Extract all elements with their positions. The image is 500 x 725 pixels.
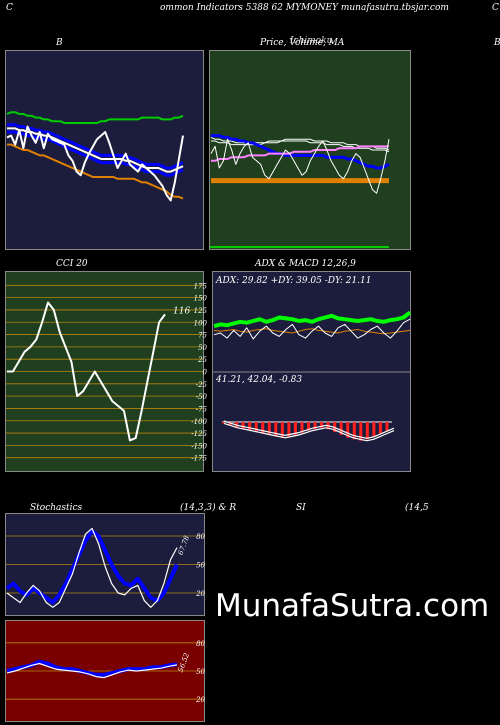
header-right: C: [492, 3, 499, 13]
macd-histogram-bar: [241, 422, 245, 430]
price-panel: [209, 50, 411, 250]
bb-panel: [5, 50, 204, 250]
adx-title: ADX & MACD 12,26,9: [255, 259, 356, 269]
macd-histogram-bar: [248, 422, 252, 431]
rsi-series-line: [6, 659, 178, 677]
right-edge-title: B: [494, 38, 500, 48]
adx-series-line: [213, 318, 411, 340]
cci-panel: 175 150 125 100 75 50 25 0 -25 -50 -75 -100 -125 -150…: [5, 271, 208, 472]
macd-line: [223, 422, 395, 442]
cci-tick-label: -100: [191, 418, 207, 426]
cci-tick-label: -25: [196, 381, 208, 389]
macd-histogram-bar: [300, 422, 304, 433]
cci-tick-label: 125: [194, 307, 208, 315]
stoch-tick-label: 80: [196, 533, 205, 541]
macd-histogram-bar: [280, 422, 284, 438]
adx-macd-panel: ADX: 29.82 +DY: 39.05 -DY: 21.11 41.21, …: [212, 271, 411, 472]
rsi-series-line: [6, 662, 178, 679]
macd-histogram-bar: [339, 422, 343, 435]
bb-title: B: [56, 38, 63, 48]
cci-last-value: 116: [173, 306, 190, 316]
bb-series-line: [7, 127, 184, 173]
cci-tick-label: -50: [196, 393, 208, 401]
cci-tick-label: -75: [196, 405, 208, 413]
rsi-tick-label: 50: [196, 668, 205, 676]
bb-series-line: [6, 125, 184, 202]
cci-tick-label: 75: [198, 332, 207, 340]
macd-histogram-bar: [320, 422, 324, 428]
stoch-title: Stochastics: [30, 503, 83, 513]
price-title-overlap: Ichimoku: [290, 36, 333, 46]
macd-histogram-bar: [261, 422, 265, 434]
stoch-series-line: [6, 527, 178, 608]
macd-histogram-bar: [346, 422, 350, 438]
macd-histogram-bar: [254, 422, 258, 433]
macd-histogram-bar: [274, 422, 278, 437]
price-series-line: [211, 145, 389, 162]
cci-tick-label: 100: [194, 319, 208, 327]
bb-series-line: [6, 111, 184, 124]
cci-line: [7, 301, 166, 442]
stoch-series-line: [5, 529, 179, 605]
adx-series-line: [213, 310, 411, 329]
macd-histogram-bar: [378, 422, 382, 434]
macd-histogram-bar: [385, 422, 389, 431]
macd-histogram-bar: [267, 422, 271, 435]
adx-readout: ADX: 29.82 +DY: 39.05 -DY: 21.11: [215, 276, 372, 286]
cci-tick-label: 50: [198, 344, 207, 352]
header-left: C: [6, 3, 13, 13]
cci-tick-label: -175: [191, 455, 207, 463]
price-series-line: [211, 134, 390, 170]
rsi-tick-label: 80: [196, 640, 205, 648]
stoch-tick-label: 50: [196, 562, 205, 570]
bb-series-line: [7, 123, 184, 170]
rsi-title: SI: [296, 503, 306, 513]
macd-histogram-bar: [287, 422, 291, 437]
macd-histogram-bar: [293, 422, 297, 435]
price-title: Price, Volume, MA: [260, 38, 345, 48]
bb-series-line: [7, 143, 184, 200]
stoch-right-title: (14,5: [405, 503, 429, 513]
header-title: ommon Indicators 5388 62 MYMONEY munafas…: [160, 3, 449, 13]
price-series-line: [210, 138, 390, 194]
stoch-mid-title: (14,3,3) & R: [180, 503, 237, 513]
macd-histogram-bar: [372, 422, 376, 437]
stoch-tick-label: 20: [195, 590, 205, 598]
rsi-tick-label: 20: [195, 696, 205, 704]
cci-title: CCI 20: [56, 259, 88, 269]
cci-tick-label: -150: [191, 442, 207, 450]
macd-readout: 41.21, 42.04, -0.83: [215, 375, 302, 385]
macd-histogram-bar: [222, 422, 225, 424]
macd-histogram-bar: [365, 422, 369, 440]
bb-plot-area: [5, 50, 204, 250]
macd-histogram-bar: [352, 422, 356, 440]
cci-tick-label: 0: [203, 369, 208, 377]
cci-tick-label: 175: [194, 282, 208, 290]
bb-series-line: [7, 130, 184, 177]
cci-tick-label: 25: [197, 356, 207, 364]
adx-series-line: [213, 328, 411, 335]
macd-histogram-bar: [313, 422, 317, 430]
price-series-line: [211, 140, 390, 153]
cci-tick-label: -125: [191, 430, 207, 438]
macd-signal-line: [223, 420, 395, 439]
macd-histogram-bar: [307, 422, 310, 431]
macd-histogram-bar: [228, 422, 232, 426]
macd-histogram-bar: [359, 422, 363, 441]
watermark: MunafaSutra.com: [215, 588, 490, 624]
cci-tick-label: 150: [194, 295, 208, 303]
